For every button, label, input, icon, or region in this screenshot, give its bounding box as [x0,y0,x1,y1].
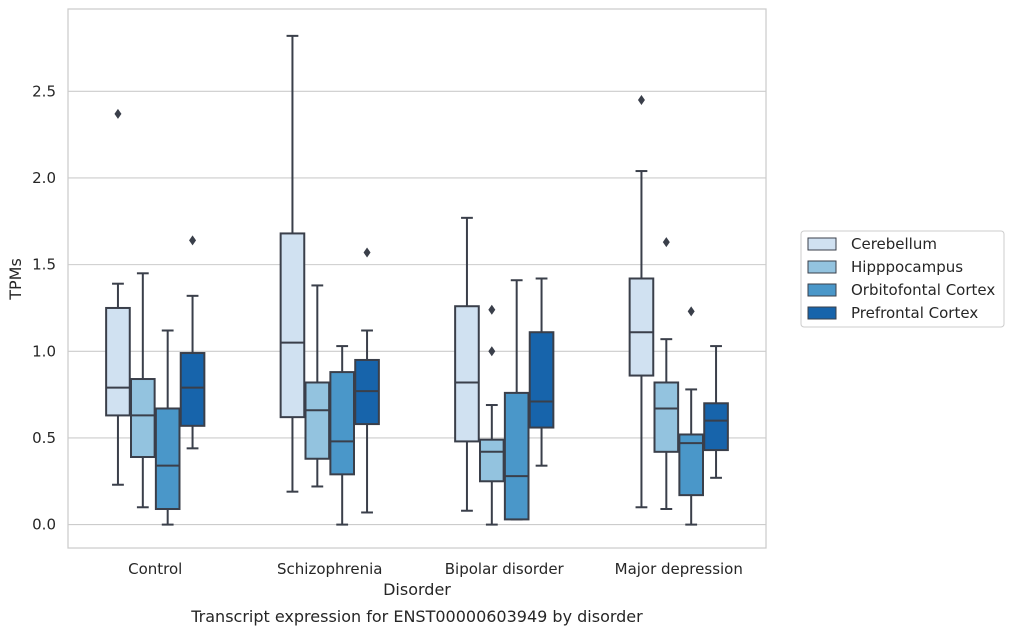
y-tick-label: 0.0 [32,516,56,534]
box [130,378,156,459]
box-group [154,329,181,526]
box-group [653,237,680,511]
legend: Cerebellum Hipppocampus Orbitofontal Corte… [800,230,1005,328]
y-axis-label: TPMs [6,258,25,301]
outlier-point [363,247,371,258]
box [528,331,555,429]
box [179,352,206,427]
box-group [678,306,704,526]
outlier-point [687,306,695,317]
box [628,277,655,377]
legend-label: Hipppocampus [851,258,963,276]
box [454,305,480,443]
outlier-point [662,237,670,248]
chart-caption: Transcript expression for ENST0000060394… [190,607,643,626]
outlier-point [189,235,197,246]
box-group [528,277,555,467]
box-group [354,247,380,514]
y-tick-labels: 0.0 0.5 1.0 1.5 2.0 2.5 [32,82,56,533]
box [279,232,306,419]
y-tick-label: 2.0 [32,169,56,187]
legend-swatch [807,260,837,274]
legend-label: Orbitofontal Cortex [851,281,995,299]
y-tick-label: 2.5 [32,82,56,100]
box-group [703,345,729,479]
boxes-layer [105,34,729,526]
box [154,407,181,511]
box [105,306,131,417]
outlier-point [488,304,496,315]
x-tick-label: Major depression [615,560,743,578]
box-group [179,235,206,450]
box [678,433,704,497]
box [653,381,680,453]
box [304,381,331,460]
y-tick-label: 1.0 [32,342,56,360]
box-group [454,216,480,512]
gridlines [68,90,766,526]
box-group [279,34,306,493]
legend-frame [800,230,1005,328]
legend-label: Prefrontal Cortex [851,304,978,322]
box-group [628,94,655,509]
x-tick-labels: Control Schizophrenia Bipolar disorder Majo… [128,560,743,578]
box-group [304,284,331,488]
legend-label: Cerebellum [851,235,937,253]
box-group [105,108,131,486]
box-group [503,279,530,521]
x-tick-label: Schizophrenia [277,560,382,578]
plot-frame [67,8,767,549]
box-group [479,304,505,526]
outlier-point [114,108,122,119]
box [329,371,355,476]
box-group [130,272,156,509]
x-tick-label: Bipolar disorder [445,560,565,578]
x-axis-label: Disorder [383,580,451,599]
legend-swatch [807,306,837,320]
box [503,391,530,521]
box-group [329,345,355,526]
box [703,402,729,452]
outlier-point [488,346,496,357]
y-tick-label: 0.5 [32,429,56,447]
legend-swatch [807,283,837,297]
legend-swatch [807,237,837,251]
y-tick-label: 1.5 [32,256,56,274]
box [479,438,505,483]
x-tick-label: Control [128,560,182,578]
outlier-point [637,94,645,105]
